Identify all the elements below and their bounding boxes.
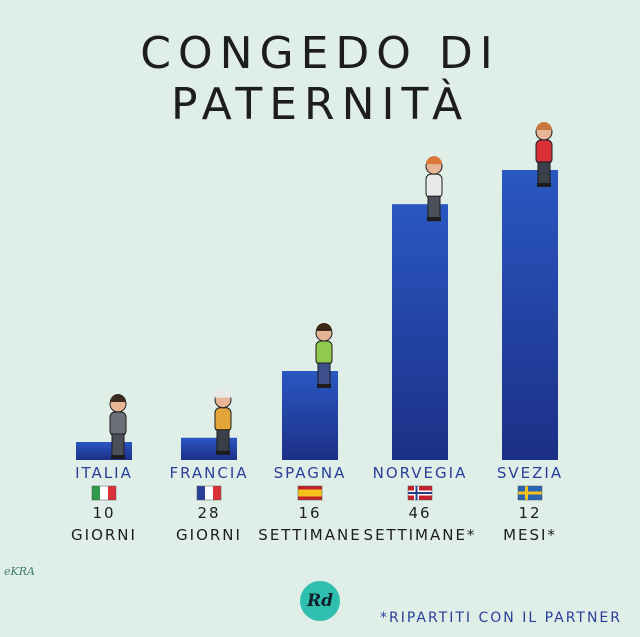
flag-no-icon — [407, 485, 433, 501]
category-label: SPAGNA — [274, 464, 347, 482]
person-figure — [214, 389, 232, 455]
value-number-label: 12 — [518, 504, 541, 522]
bar-svezia — [502, 170, 558, 460]
value-number-label: 28 — [197, 504, 220, 522]
category-label: ITALIA — [75, 464, 133, 482]
category-label: NORVEGIA — [373, 464, 468, 482]
category-label: FRANCIA — [169, 464, 248, 482]
value-unit-label: SETTIMANE* — [364, 526, 477, 544]
artist-signature: eKRA — [4, 565, 35, 578]
person-figure — [535, 122, 553, 187]
value-unit-label: MESI* — [503, 526, 557, 544]
footnote: *RIPARTITI CON IL PARTNER — [379, 610, 622, 626]
category-label: SVEZIA — [497, 464, 563, 482]
value-unit-label: GIORNI — [176, 526, 242, 544]
value-number-label: 46 — [408, 504, 431, 522]
publisher-logo: Rd — [300, 581, 340, 621]
value-number-label: 10 — [92, 504, 115, 522]
value-unit-label: SETTIMANE — [258, 526, 361, 544]
chart-title: CONGEDO DI PATERNITÀ — [140, 28, 500, 130]
flag-es-icon — [297, 485, 323, 501]
value-unit-label: GIORNI — [71, 526, 137, 544]
person-figure — [109, 394, 127, 459]
flag-se-icon — [517, 485, 543, 501]
value-number-label: 16 — [298, 504, 321, 522]
person-figure — [425, 156, 443, 222]
flag-it-icon — [91, 485, 117, 501]
person-figure — [315, 323, 333, 389]
bar-norvegia — [392, 204, 448, 460]
flag-fr-icon — [196, 485, 222, 501]
